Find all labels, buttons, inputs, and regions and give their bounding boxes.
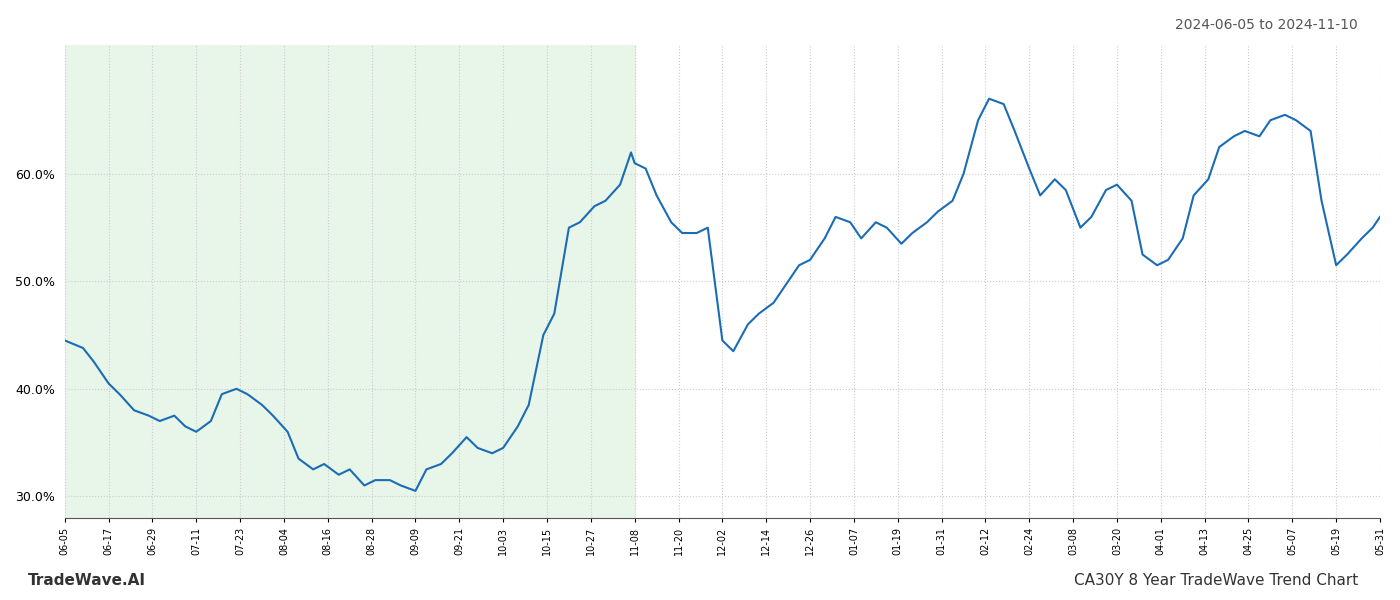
- Bar: [64, 45, 634, 518]
- Text: CA30Y 8 Year TradeWave Trend Chart: CA30Y 8 Year TradeWave Trend Chart: [1074, 573, 1358, 588]
- Text: 2024-06-05 to 2024-11-10: 2024-06-05 to 2024-11-10: [1175, 18, 1358, 32]
- Text: TradeWave.AI: TradeWave.AI: [28, 573, 146, 588]
